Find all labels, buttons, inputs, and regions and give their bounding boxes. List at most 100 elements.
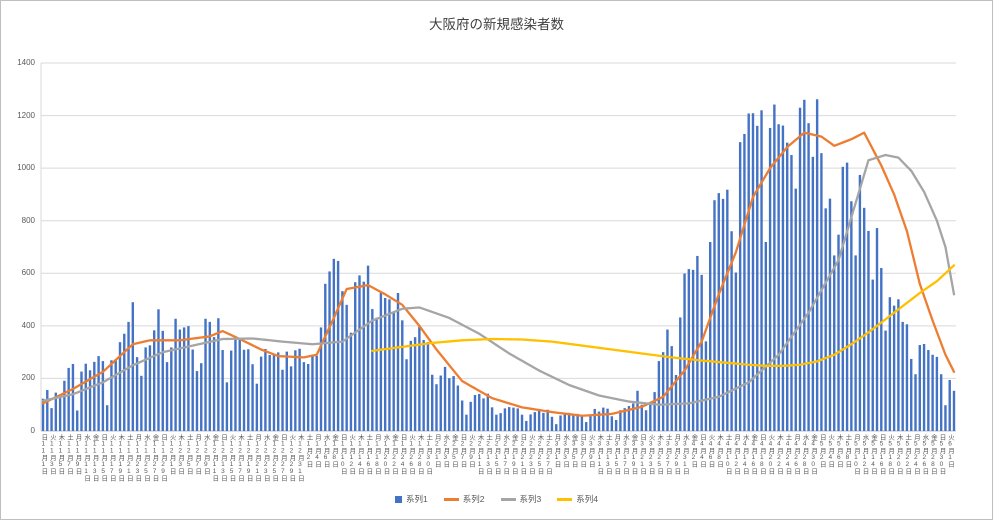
x-axis-tick-label: 月2月15日 [493, 434, 501, 475]
x-axis-tick-label: 火12月1日 [168, 434, 176, 475]
x-axis-tick-label: 木4月22日 [775, 434, 783, 475]
x-axis-tick-label: 月4月26日 [792, 434, 800, 475]
x-axis-tick-label: 金4月30日 [809, 434, 817, 475]
x-axis-tick-label: 日4月4日 [698, 434, 706, 468]
x-axis-tick-label: 水1月20日 [381, 434, 389, 475]
x-axis-tick-label: 木5月20日 [895, 434, 903, 475]
x-axis-tick-label: 土1月2日 [304, 434, 312, 468]
x-axis-tick-label: 月12月21日 [253, 434, 261, 482]
x-axis-tick-label: 土4月10日 [724, 434, 732, 475]
x-axis-tick-label: 水4月28日 [801, 434, 809, 475]
x-axis-tick-label: 土4月24日 [784, 434, 791, 475]
x-axis-tick-label: 水4月14日 [741, 434, 749, 475]
x-axis-tick-label: 土2月13日 [484, 434, 492, 475]
x-axis-tick-label: 日2月7日 [458, 434, 466, 468]
x-axis-tick-label: 金3月19日 [630, 434, 638, 475]
legend-label-series4: 系列4 [576, 494, 598, 504]
x-axis-tick-label: 月5月10日 [852, 434, 860, 475]
x-axis-tick-label: 金4月2日 [689, 434, 697, 468]
legend-item-series3[interactable]: 系列3 [500, 493, 542, 505]
x-axis-tick-label: 火5月4日 [826, 434, 834, 468]
x-axis-tick-label: 水2月3日 [441, 434, 449, 468]
x-axis-tick-label: 月11月9日 [74, 434, 82, 475]
legend-label-series3: 系列3 [519, 494, 542, 504]
x-axis-tick-label: 土12月19日 [245, 434, 253, 482]
x-axis-tick-label: 木12月31日 [296, 434, 304, 482]
legend-item-series4[interactable]: 系列4 [557, 493, 598, 505]
x-axis-tick-label: 火3月9日 [587, 434, 595, 468]
x-axis-tick-label: 金12月11日 [210, 434, 218, 482]
legend-label-series1: 系列1 [406, 494, 428, 504]
x-axis-tick-label: 水12月9日 [202, 434, 210, 475]
x-axis-tick-label: 月3月15日 [612, 434, 620, 475]
x-axis-tick-label: 月3月1日 [553, 434, 561, 468]
x-axis-tick-label: 火12月15日 [228, 434, 235, 482]
gridlines [40, 62, 956, 432]
x-axis-tick-label: 水3月17日 [621, 434, 629, 475]
x-axis-tick-label: 金5月14日 [869, 434, 877, 475]
x-axis-tick-label: 月4月12日 [732, 434, 740, 475]
x-axis-tick-label: 月2月1日 [433, 434, 441, 468]
x-axis-tick-label: 金1月22日 [390, 434, 398, 475]
y-axis-tick-label: 200 [21, 373, 35, 383]
x-axis-tick-label: 日1月10日 [339, 434, 347, 475]
x-axis-tick-label: 木3月25日 [655, 434, 663, 475]
x-axis-tick-label: 火11月17日 [108, 434, 116, 482]
line-series-2 [41, 131, 956, 417]
line-series-4 [371, 264, 956, 367]
x-axis-tick-label: 土5月8日 [843, 434, 851, 468]
x-axis-tick-label: 日11月1日 [39, 434, 47, 475]
y-axis-tick-label: 1000 [17, 163, 35, 173]
x-axis-tick-label: 火4月6日 [707, 434, 715, 468]
x-axis-tick-label: 日5月2日 [818, 434, 826, 468]
x-axis-tick-label: 水5月26日 [920, 434, 928, 475]
x-axis-tick-label: 火2月9日 [467, 434, 475, 468]
x-axis-tick-label: 木3月11日 [595, 434, 603, 475]
x-axis-tick-label: 木1月14日 [356, 434, 364, 475]
series3-color-swatch [500, 497, 516, 501]
chart-title: 大阪府の新規感染者数 [429, 17, 564, 32]
x-axis-tick-label: 日3月21日 [638, 434, 646, 475]
x-axis-tick-label: 木12月17日 [236, 434, 244, 482]
legend-label-series2: 系列2 [462, 494, 485, 504]
legend-item-series1[interactable]: 系列1 [395, 493, 428, 505]
x-axis-tick-label: 日11月29日 [159, 434, 167, 482]
x-axis-tick-label: 水1月6日 [322, 434, 330, 468]
x-axis-tick-label: 水3月3日 [561, 434, 569, 468]
y-axis-tick-label: 400 [21, 320, 35, 330]
x-axis-tick-label: 土11月7日 [65, 434, 73, 475]
x-axis-tick-label: 金1月8日 [330, 434, 338, 468]
x-axis-tick-label: 金2月5日 [450, 434, 458, 468]
x-axis-tick-label: 木12月3日 [176, 434, 184, 475]
x-axis-tick-label: 火5月18日 [886, 434, 894, 475]
x-axis-tick-label: 日5月16日 [878, 434, 886, 475]
x-axis-tick-label: 金11月27日 [151, 434, 158, 482]
x-axis-tick-label: 木2月25日 [535, 434, 543, 475]
x-axis-tick-label: 水12月23日 [262, 434, 270, 482]
x-axis-tick-label: 木2月11日 [476, 434, 484, 475]
x-axis-tick-label: 日1月24日 [399, 434, 407, 475]
x-axis-tick-label: 金3月5日 [570, 434, 578, 468]
bar-series-1 [41, 99, 956, 432]
legend-item-series2[interactable]: 系列2 [443, 493, 485, 505]
x-axis-tick-label: 火2月23日 [527, 434, 535, 475]
x-axis-tick-label: 火6月1日 [946, 434, 954, 468]
x-axis-tick-label: 月1月18日 [373, 434, 381, 475]
y-axis-tick-label: 0 [30, 426, 35, 435]
x-axis-tick-label: 月11月23日 [133, 434, 141, 482]
x-axis-tick-label: 火12月29日 [287, 434, 295, 482]
x-axis-tick-label: 火11月3日 [48, 434, 56, 475]
x-axis-tick-label: 木1月28日 [416, 434, 424, 475]
series2-color-swatch [443, 497, 459, 501]
x-axis-tick-label: 土12月5日 [185, 434, 193, 475]
x-axis-tick-label: 日11月15日 [99, 434, 107, 482]
x-axis-tick-label: 水5月12日 [860, 434, 868, 475]
line-series-3 [41, 153, 956, 406]
x-axis-tick-label: 水11月25日 [142, 434, 150, 482]
x-axis-tick-label: 日12月13日 [219, 434, 227, 482]
series1-color-swatch [395, 495, 403, 503]
x-axis-tick-label: 日5月30日 [937, 434, 945, 475]
series4-color-swatch [557, 497, 573, 501]
x-axis-tick-label: 水3月31日 [681, 434, 689, 475]
